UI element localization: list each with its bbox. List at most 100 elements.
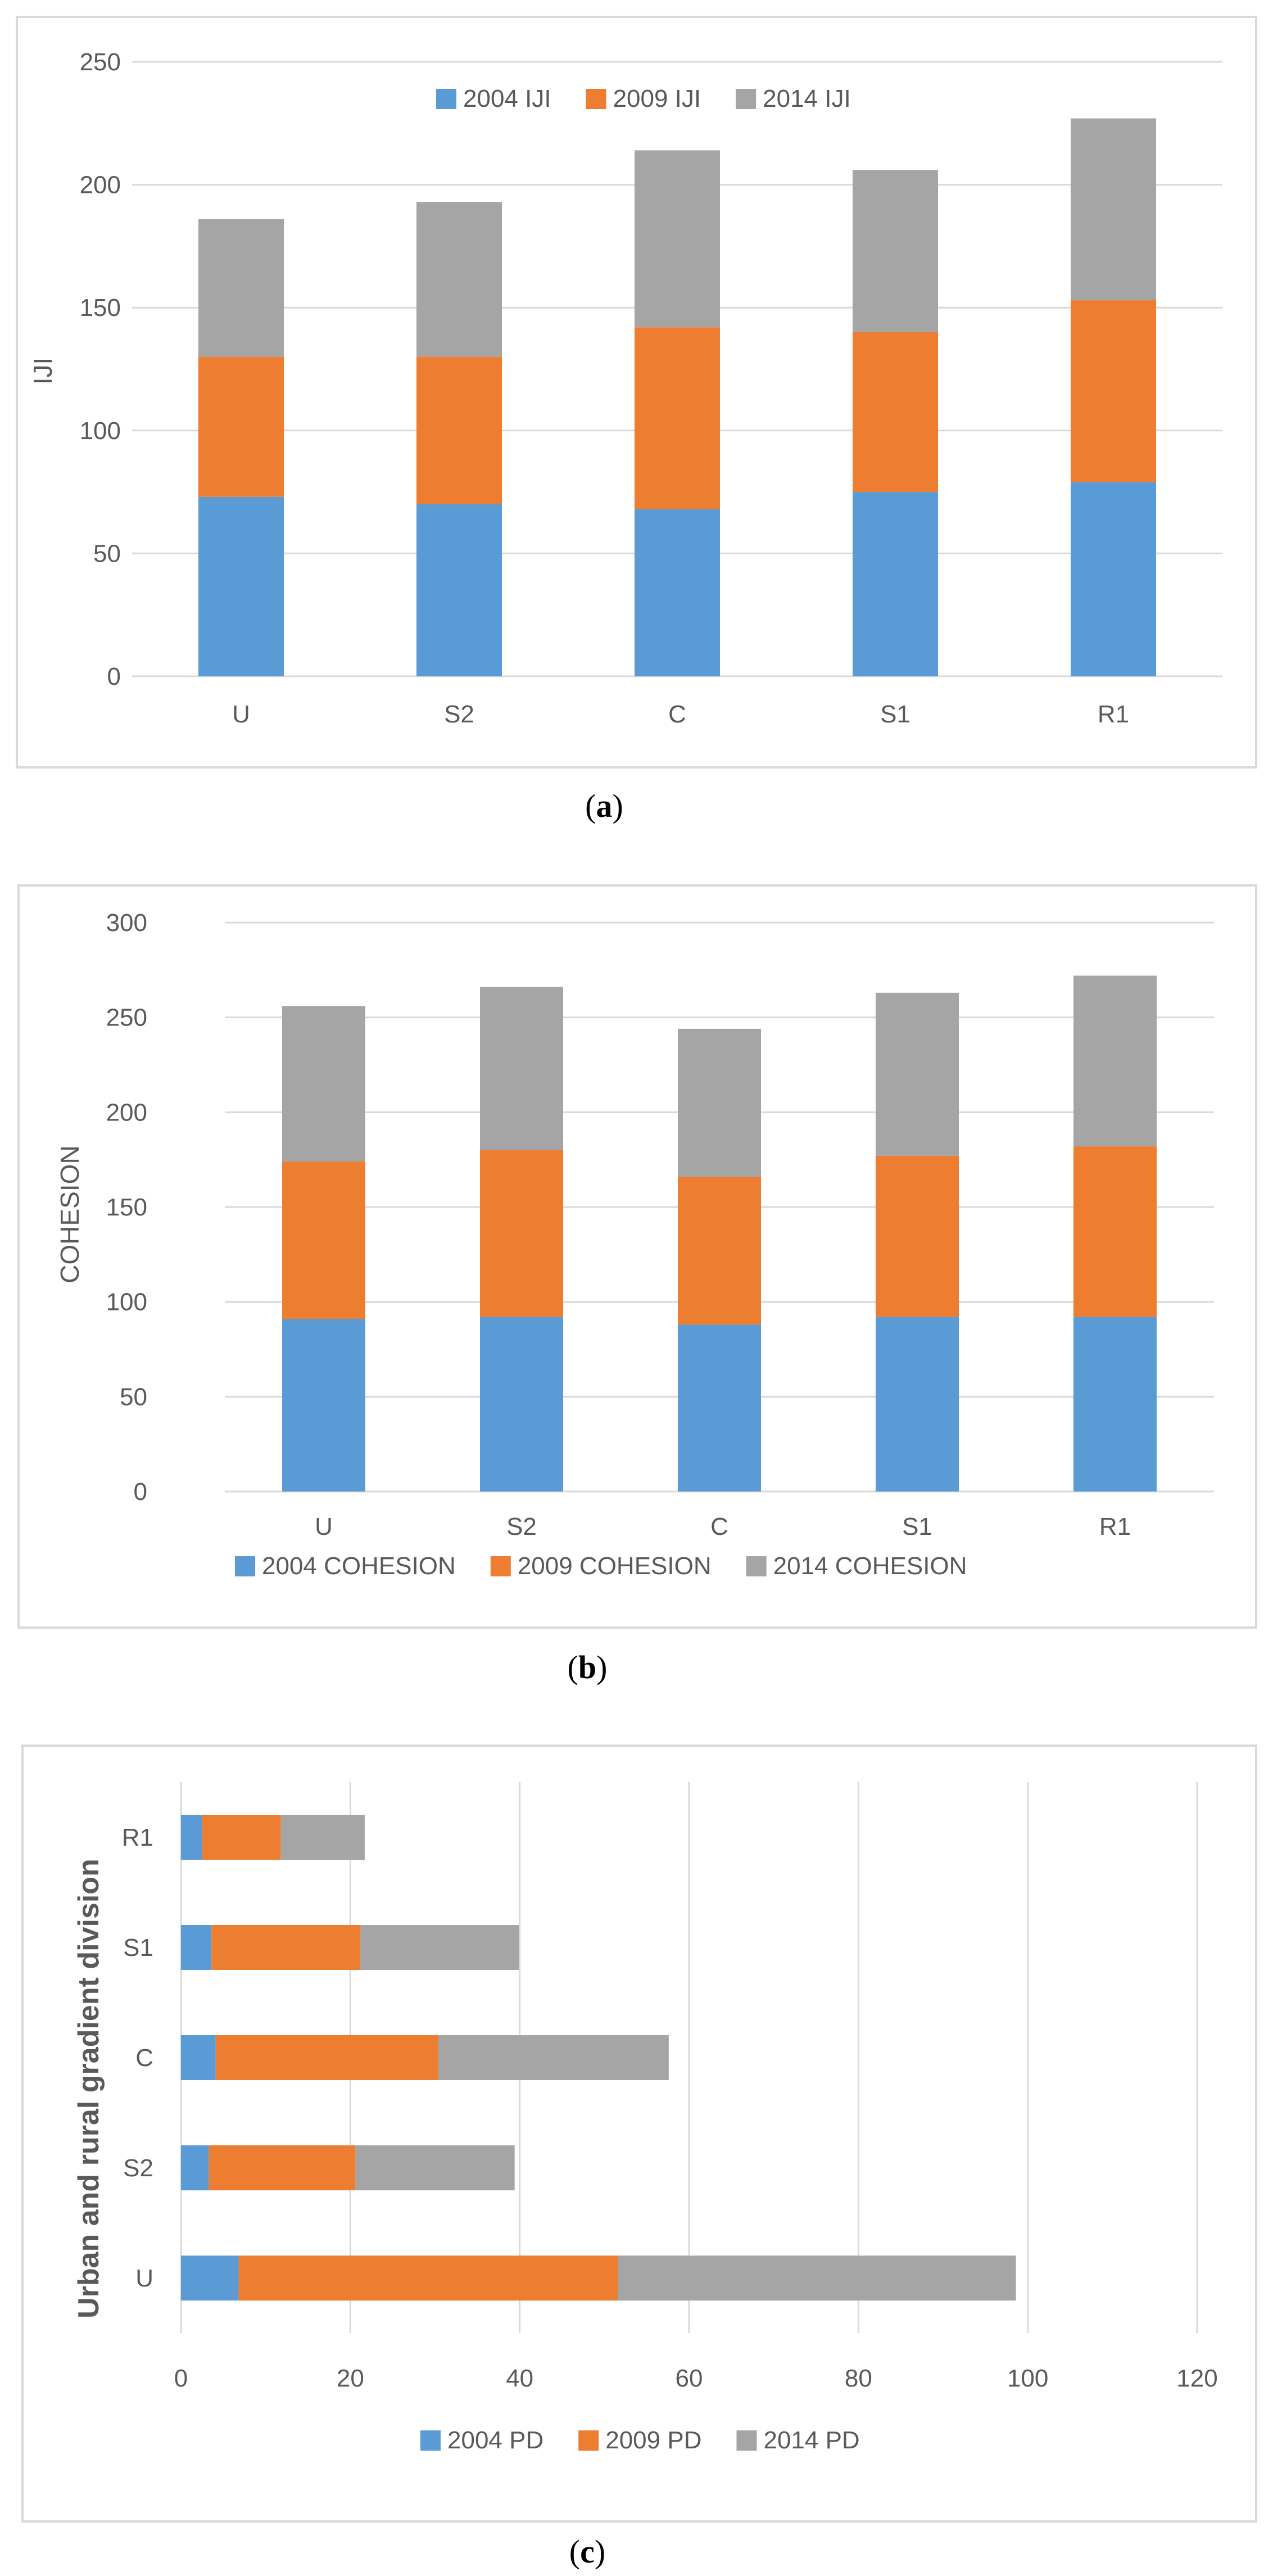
chart-a-y-tick-labels: 0 50 100 150 200 250 [80, 48, 121, 690]
chart-c-y-category-c: C [135, 2044, 153, 2072]
chart-b-x-tick-c: C [710, 1513, 728, 1540]
chart-a-legend-swatch-3 [736, 89, 756, 109]
chart-a-bar-s2-series-1 [416, 504, 502, 676]
chart-c-bar-c-series-2 [215, 2035, 439, 2080]
chart-b-x-tick-s1: S1 [902, 1513, 932, 1540]
chart-c-x-tick-120: 120 [1176, 2365, 1217, 2392]
chart-b-bar-r1-series-1 [1073, 1317, 1157, 1492]
chart-a-bar-u-series-2 [198, 356, 284, 497]
chart-c-y-category-labels: U S2 C S1 R1 [122, 1824, 153, 2292]
chart-c-legend-swatch-1 [420, 2430, 441, 2451]
chart-a-y-tick-50: 50 [93, 540, 121, 567]
chart-a-bar-s1-series-1 [853, 492, 938, 676]
chart-c-x-tick-labels: 0 20 40 60 80 100 120 [174, 2365, 1218, 2392]
chart-c-legend-label-2: 2009 PD [605, 2426, 701, 2454]
chart-a-bar-c-series-1 [635, 509, 720, 676]
chart-c-y-category-u: U [135, 2265, 153, 2292]
chart-a-legend-swatch-1 [436, 89, 456, 109]
chart-a-x-tick-s1: S1 [880, 701, 910, 728]
chart-c-bar-c-series-3 [438, 2035, 669, 2080]
chart-b-bar-s1-series-1 [876, 1317, 959, 1492]
chart-b-legend-swatch-3 [746, 1556, 767, 1576]
chart-b-bar-r1-series-3 [1073, 975, 1157, 1147]
chart-c-bar-s1-series-3 [360, 1925, 519, 1970]
chart-c-x-tick-60: 60 [676, 2365, 703, 2392]
chart-a-bar-c-series-2 [635, 327, 720, 509]
chart-panel-b: 0 50 100 150 200 250 300 U S2 C S1 R1 COHESION 200… [17, 884, 1257, 1685]
chart-c-bar-s1-series-1 [181, 1925, 212, 1970]
chart-b-y-tick-150: 150 [106, 1194, 147, 1221]
chart-b-y-tick-0: 0 [134, 1478, 147, 1506]
chart-c-bar-c-series-1 [181, 2035, 216, 2080]
chart-b-x-tick-s2: S2 [506, 1513, 537, 1540]
chart-c-bar-s1-series-2 [211, 1925, 361, 1970]
chart-c-x-tick-0: 0 [174, 2365, 188, 2392]
chart-b-legend-swatch-1 [235, 1556, 255, 1576]
chart-a-x-tick-s2: S2 [444, 701, 474, 728]
chart-a-caption: (a) [585, 788, 623, 824]
chart-a-bar-s2-series-3 [416, 202, 502, 357]
chart-c-y-axis-title: Urban and rural gradient division [73, 1859, 105, 2319]
chart-a-y-tick-150: 150 [80, 294, 121, 322]
chart-a-y-tick-100: 100 [80, 417, 121, 445]
chart-b-y-tick-200: 200 [106, 1099, 147, 1126]
chart-a-bars [198, 118, 1156, 676]
chart-c-bar-u-series-3 [618, 2256, 1016, 2301]
chart-b-legend-label-1: 2004 COHESION [262, 1552, 456, 1580]
chart-b-y-tick-labels: 0 50 100 150 200 250 300 [106, 909, 147, 1506]
chart-b-bar-u-series-3 [282, 1006, 365, 1162]
chart-a-x-tick-u: U [232, 701, 250, 728]
chart-c-bar-r1-series-1 [181, 1815, 202, 1860]
chart-b-bar-u-series-1 [282, 1319, 365, 1492]
chart-c-bars [181, 1815, 1016, 2301]
chart-c-x-tick-20: 20 [337, 2365, 364, 2392]
chart-c-y-category-s1: S1 [123, 1934, 153, 1962]
chart-a-y-axis-title: IJI [28, 358, 57, 385]
chart-a-y-tick-200: 200 [80, 171, 121, 199]
chart-a-bar-c-series-3 [635, 150, 720, 328]
chart-a-bar-s2-series-2 [416, 356, 502, 504]
chart-b-y-axis-title: COHESION [55, 1145, 84, 1283]
chart-a-x-tick-c: C [668, 701, 686, 728]
chart-b-bar-s2-series-1 [480, 1317, 563, 1492]
chart-a-bar-s1-series-2 [853, 332, 938, 492]
chart-b-x-tick-r1: R1 [1099, 1513, 1131, 1540]
chart-b-y-tick-50: 50 [120, 1383, 147, 1411]
chart-b-x-tick-labels: U S2 C S1 R1 [315, 1513, 1131, 1540]
chart-b-bar-s2-series-2 [480, 1150, 563, 1317]
chart-b-bar-c-series-1 [678, 1325, 761, 1492]
chart-a-bar-u-series-1 [198, 496, 284, 676]
chart-a-bar-r1-series-1 [1071, 482, 1156, 676]
chart-c-legend-label-3: 2014 PD [763, 2426, 859, 2454]
chart-b-bar-s2-series-3 [480, 987, 563, 1150]
chart-c-bar-r1-series-2 [202, 1815, 281, 1860]
chart-panel-c: U S2 C S1 R1 0 20 40 60 80 100 120 Urban and rural… [21, 1745, 1257, 2570]
chart-a-y-tick-0: 0 [107, 663, 121, 690]
chart-b-bar-s1-series-2 [876, 1155, 959, 1317]
chart-a-legend-label-2: 2009 IJI [613, 85, 701, 112]
chart-c-legend: 2004 PD 2009 PD 2014 PD [420, 2426, 860, 2454]
chart-a-legend-label-3: 2014 IJI [763, 85, 851, 112]
chart-c-bar-s2-series-2 [209, 2145, 356, 2190]
chart-c-border [21, 1745, 1257, 2523]
chart-c-x-tick-80: 80 [845, 2365, 872, 2392]
chart-b-caption: (b) [568, 1649, 608, 1685]
chart-a-bar-u-series-3 [198, 219, 284, 357]
chart-a-x-tick-labels: U S2 C S1 R1 [232, 701, 1129, 728]
chart-b-border [17, 884, 1257, 1629]
chart-b-legend-swatch-2 [490, 1556, 511, 1576]
chart-c-legend-swatch-2 [578, 2430, 599, 2451]
chart-b-y-tick-100: 100 [106, 1289, 147, 1316]
chart-c-bar-r1-series-3 [280, 1815, 365, 1860]
chart-b-legend-label-3: 2014 COHESION [773, 1552, 967, 1580]
chart-b-legend: 2004 COHESION 2009 COHESION 2014 COHESION [235, 1552, 967, 1580]
chart-c-caption: (c) [569, 2533, 605, 2570]
chart-c-bar-u-series-1 [181, 2256, 239, 2301]
chart-c-x-tick-100: 100 [1007, 2365, 1048, 2392]
chart-c-x-tick-40: 40 [506, 2365, 533, 2392]
chart-b-legend-label-2: 2009 COHESION [518, 1552, 712, 1580]
chart-c-y-category-s2: S2 [123, 2154, 153, 2182]
chart-b-x-tick-u: U [315, 1513, 333, 1540]
chart-c-bar-u-series-2 [238, 2256, 618, 2301]
